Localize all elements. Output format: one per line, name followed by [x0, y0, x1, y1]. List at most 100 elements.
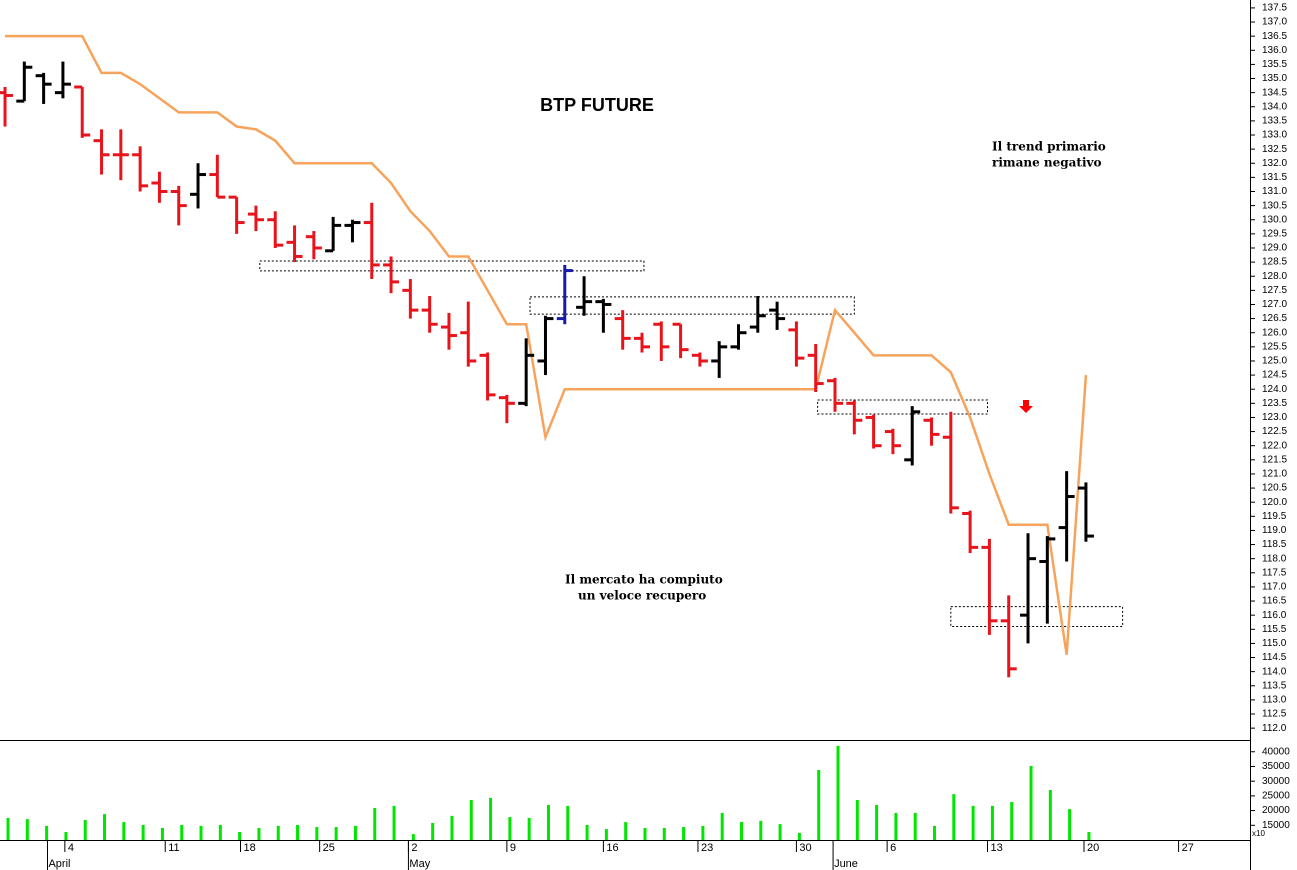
y-tick-label: 132.5 — [1262, 144, 1287, 155]
y-tick-label: 113.0 — [1262, 695, 1287, 706]
volume-bar — [141, 825, 145, 840]
volume-bar — [469, 800, 473, 840]
x-tick-label: 11 — [168, 842, 179, 854]
y-tick-label: 135.5 — [1262, 59, 1287, 70]
y-tick-label: 130.0 — [1262, 214, 1287, 225]
volume-bar — [45, 825, 49, 840]
y-tick-label: 112.5 — [1262, 709, 1287, 720]
volume-bar — [450, 815, 454, 840]
volume-bar — [817, 770, 821, 840]
y-tick-label: 137.5 — [1262, 3, 1287, 14]
x-tick-label: 16 — [606, 842, 618, 854]
y-tick-label: 118.5 — [1262, 539, 1287, 550]
volume-bar — [199, 825, 203, 840]
x-tick-label: 27 — [1182, 842, 1194, 854]
y-tick-label: 119.0 — [1262, 525, 1287, 536]
annotation: Il trend primario — [992, 140, 1106, 154]
x-tick-label: 2 — [411, 842, 417, 854]
volume-bar — [952, 794, 956, 840]
volume-bar — [122, 822, 126, 840]
y-tick-label: 114.5 — [1262, 652, 1287, 663]
y-tick-label: 130.5 — [1262, 200, 1287, 211]
y-tick-label: 117.5 — [1262, 567, 1287, 578]
volume-bar — [990, 805, 994, 840]
volume-bar — [933, 825, 937, 840]
volume-bar — [662, 827, 666, 840]
y-tick-label: 126.5 — [1262, 313, 1287, 324]
y-tick-label: 124.5 — [1262, 370, 1287, 381]
y-tick-label: 133.0 — [1262, 130, 1287, 141]
y-tick-label: 35000 — [1262, 761, 1290, 772]
volume-bar — [25, 819, 29, 840]
y-tick-label: 129.5 — [1262, 229, 1287, 240]
volume-bar — [353, 825, 357, 840]
stop-line — [5, 34, 1088, 655]
y-tick-label: 122.5 — [1262, 426, 1287, 437]
volume-bar — [1068, 809, 1072, 840]
y-tick-label: 120.5 — [1262, 483, 1287, 494]
volume-bar — [778, 824, 782, 840]
zone-box — [817, 399, 988, 415]
x-tick-label: 30 — [799, 842, 811, 854]
volume-bar — [739, 822, 743, 840]
volume-bar — [83, 820, 87, 840]
volume-bar — [701, 825, 705, 840]
volume-bar — [508, 817, 512, 840]
y-tick-label: 30000 — [1262, 776, 1290, 787]
volume-bar — [276, 825, 280, 840]
y-tick-label: 131.0 — [1262, 186, 1287, 197]
volume-bar — [64, 832, 68, 840]
volume-bar — [1087, 832, 1091, 840]
volume-bar — [604, 829, 608, 840]
volume-bar — [103, 814, 107, 840]
y-tick-label: 114.0 — [1262, 666, 1287, 677]
x-tick-label: 9 — [510, 842, 516, 854]
y-tick-label: 135.0 — [1262, 73, 1287, 84]
volume-bar — [624, 822, 628, 840]
volume-bar — [431, 822, 435, 840]
volume-bar — [6, 817, 10, 840]
y-tick-label: 127.5 — [1262, 285, 1287, 296]
x-tick-label: 13 — [990, 842, 1002, 854]
annotation: rimane negativo — [992, 156, 1102, 170]
volume-bar — [1029, 765, 1033, 840]
y-tick-label: 117.0 — [1262, 582, 1287, 593]
y-tick-label: 128.5 — [1262, 257, 1287, 268]
volume-bar — [160, 827, 164, 840]
y-tick-label: 112.0 — [1262, 723, 1287, 734]
volume-bar — [836, 745, 840, 840]
y-tick-label: 137.0 — [1262, 17, 1287, 28]
volume-bar — [682, 827, 686, 840]
chart-title: BTP FUTURE — [540, 95, 654, 115]
annotation: un veloce recupero — [578, 589, 706, 603]
x-tick-label: 25 — [323, 842, 335, 854]
y-tick-label: 125.5 — [1262, 341, 1287, 352]
y-tick-label: 128.0 — [1262, 271, 1287, 282]
y-tick-label: 123.5 — [1262, 398, 1287, 409]
month-label: April — [48, 858, 70, 870]
annotation: Il mercato ha compiuto — [565, 573, 723, 587]
zone-box — [259, 260, 645, 272]
axis-note: x10 — [1252, 829, 1265, 838]
y-tick-label: 124.0 — [1262, 384, 1287, 395]
volume-bar — [315, 827, 319, 840]
y-tick-label: 15000 — [1262, 820, 1290, 831]
volume-bar — [913, 812, 917, 840]
y-tick-label: 125.0 — [1262, 356, 1287, 367]
volume-bar — [527, 817, 531, 840]
y-tick-label: 121.0 — [1262, 469, 1287, 480]
y-tick-label: 133.5 — [1262, 116, 1287, 127]
volume-bar — [180, 825, 184, 840]
y-tick-label: 120.0 — [1262, 497, 1287, 508]
volume-bar — [797, 832, 801, 840]
month-label: June — [834, 858, 858, 870]
y-tick-label: 118.0 — [1262, 553, 1287, 564]
y-tick-label: 20000 — [1262, 805, 1290, 816]
volume-bar — [489, 797, 493, 840]
y-tick-label: 113.5 — [1262, 680, 1287, 691]
volume-bar — [238, 832, 242, 840]
y-tick-label: 132.0 — [1262, 158, 1287, 169]
y-tick-label: 123.0 — [1262, 412, 1287, 423]
y-tick-label: 131.5 — [1262, 172, 1287, 183]
